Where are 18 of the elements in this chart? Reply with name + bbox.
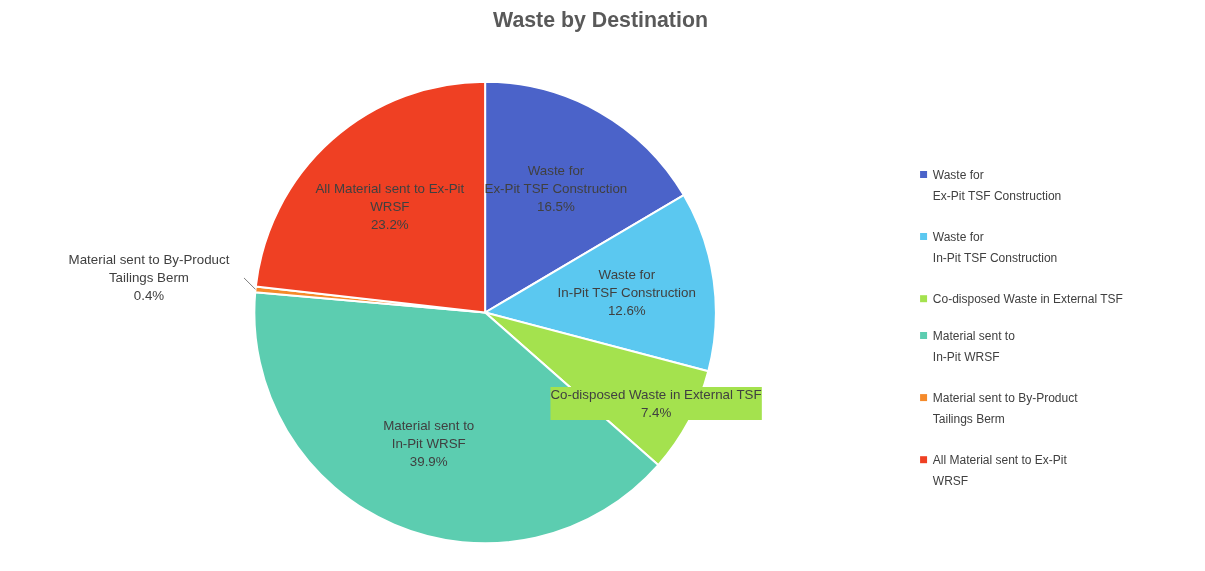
data-label: 12.6% [607, 303, 646, 319]
data-label: 23.2% [370, 216, 409, 232]
legend-label: Waste for Ex-Pit TSF Construction [932, 167, 1062, 203]
slice-label: Co-disposed Waste in External TSF [550, 386, 762, 402]
legend-label: Material sent to In-Pit WRSF [932, 328, 1016, 364]
legend-label: Waste for In-Pit TSF Construction [932, 229, 1058, 265]
slice-label: Material sent to By-Product Tailings Berm [68, 252, 230, 286]
legend-label: Material sent to By-Product Tailings Berm [932, 390, 1079, 426]
slice-label: Material sent to In-Pit WRSF [383, 418, 475, 452]
slice-label: Waste for In-Pit TSF Construction [557, 267, 696, 301]
chart-title: Waste by Destination [493, 7, 708, 32]
legend-label: All Material sent to Ex-Pit WRSF [932, 452, 1068, 488]
slice-label: All Material sent to Ex-Pit WRSF [315, 180, 465, 214]
data-label: 39.9% [409, 454, 448, 470]
data-label: 16.5% [537, 199, 576, 215]
data-label: 7.4% [640, 404, 672, 420]
legend-label: Co-disposed Waste in External TSF [932, 291, 1123, 306]
data-label: 0.4% [133, 288, 165, 304]
